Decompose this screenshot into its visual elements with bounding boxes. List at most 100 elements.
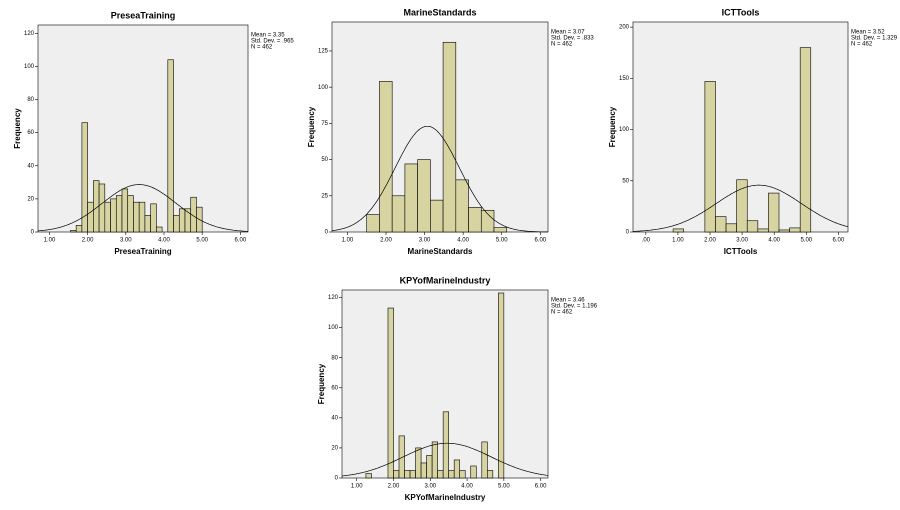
stat-label: N = 462 bbox=[851, 42, 873, 48]
stat-label: Std. Dev. = .965 bbox=[251, 39, 294, 45]
histogram-bar bbox=[715, 216, 727, 233]
histogram-bar bbox=[453, 459, 461, 479]
y-tick-label: 50 bbox=[321, 157, 328, 163]
y-tick-label: 125 bbox=[318, 49, 329, 55]
x-tick-label: 1.00 bbox=[672, 238, 684, 244]
histogram-bar bbox=[420, 462, 427, 479]
y-tick-label: 20 bbox=[331, 445, 338, 451]
histogram-bar bbox=[115, 195, 123, 233]
stat-label: Mean = 3.52 bbox=[851, 30, 885, 36]
histogram-bar bbox=[393, 470, 400, 479]
histogram-bar bbox=[799, 47, 812, 233]
y-tick-label: 120 bbox=[328, 295, 339, 301]
stat-label: N = 462 bbox=[551, 42, 573, 48]
histogram-bar bbox=[442, 41, 457, 233]
histogram-bar bbox=[778, 229, 790, 233]
y-axis-label: Frequency bbox=[317, 363, 326, 404]
x-tick-label: 2.00 bbox=[82, 238, 94, 244]
histogram-bar bbox=[789, 227, 801, 233]
x-tick-label: 4.00 bbox=[158, 238, 170, 244]
histogram-bar bbox=[426, 455, 433, 479]
normal-curve bbox=[341, 442, 549, 477]
normal-curve bbox=[37, 184, 249, 232]
x-tick-label: 6.00 bbox=[235, 238, 247, 244]
y-tick-label: 0 bbox=[626, 230, 630, 236]
histogram-bar bbox=[379, 81, 393, 233]
normal-curve bbox=[632, 184, 849, 232]
x-tick-label: 2.00 bbox=[388, 484, 400, 490]
y-tick-label: 0 bbox=[325, 230, 329, 236]
normal-curve bbox=[331, 125, 548, 233]
x-axis-label: MarineStandards bbox=[408, 247, 473, 256]
histogram-bar bbox=[398, 435, 405, 479]
histogram-bar bbox=[404, 470, 411, 479]
y-tick-label: 40 bbox=[331, 415, 338, 421]
histogram-bar bbox=[178, 208, 186, 233]
histogram-bar bbox=[144, 215, 151, 233]
x-tick-label: 4.00 bbox=[768, 238, 780, 244]
stat-label: N = 462 bbox=[251, 45, 273, 51]
histogram-bar bbox=[104, 201, 111, 233]
x-tick-label: 1.00 bbox=[342, 238, 354, 244]
x-axis-label: PreseaTraining bbox=[114, 247, 171, 256]
y-tick-label: 120 bbox=[24, 31, 35, 37]
histogram-bar bbox=[459, 470, 466, 479]
x-tick-label: 2.00 bbox=[704, 238, 716, 244]
histogram-bar bbox=[448, 470, 455, 479]
histogram-bar bbox=[409, 470, 416, 479]
histogram-bar bbox=[365, 473, 372, 479]
stat-label: N = 462 bbox=[551, 310, 573, 316]
histogram-bar bbox=[121, 188, 129, 233]
histogram-bar bbox=[98, 183, 106, 233]
x-tick-label: 2.00 bbox=[380, 238, 392, 244]
histogram-bar bbox=[387, 307, 394, 479]
x-tick-label: 3.00 bbox=[736, 238, 748, 244]
x-tick-label: .00 bbox=[642, 238, 651, 244]
x-tick-label: 5.00 bbox=[800, 238, 812, 244]
stat-label: Mean = 3.46 bbox=[551, 298, 585, 304]
histogram-bar bbox=[150, 203, 157, 233]
y-tick-label: 60 bbox=[331, 385, 338, 391]
y-tick-label: 80 bbox=[331, 355, 338, 361]
y-tick-label: 100 bbox=[318, 85, 329, 91]
x-tick-label: 1.00 bbox=[351, 484, 363, 490]
y-tick-label: 75 bbox=[321, 121, 328, 127]
x-tick-label: 6.00 bbox=[534, 238, 546, 244]
histogram-bar bbox=[470, 465, 477, 479]
histogram-bar bbox=[87, 201, 94, 233]
histogram-bar bbox=[736, 179, 748, 233]
y-tick-label: 0 bbox=[335, 476, 339, 482]
y-tick-label: 200 bbox=[619, 25, 630, 31]
y-tick-label: 100 bbox=[619, 127, 630, 133]
histogram-bar bbox=[481, 441, 488, 479]
x-tick-label: 5.00 bbox=[496, 238, 508, 244]
y-tick-label: 60 bbox=[27, 130, 34, 136]
y-axis-label: Frequency bbox=[13, 108, 22, 149]
histogram-bar bbox=[672, 228, 685, 233]
histogram-bar bbox=[704, 81, 716, 233]
histogram-bar bbox=[417, 159, 431, 233]
histogram-bar bbox=[431, 441, 438, 479]
histogram-bar bbox=[468, 207, 482, 233]
histogram-bar bbox=[70, 230, 77, 233]
histogram-bar bbox=[430, 199, 444, 233]
histogram-bar bbox=[133, 201, 140, 233]
x-tick-label: 1.00 bbox=[44, 238, 56, 244]
stat-label: Std. Dev. = .833 bbox=[551, 36, 594, 42]
y-tick-label: 100 bbox=[24, 64, 35, 70]
histogram-bar bbox=[167, 59, 174, 233]
y-tick-label: 100 bbox=[328, 325, 339, 331]
y-tick-label: 50 bbox=[622, 178, 629, 184]
x-tick-label: 5.00 bbox=[196, 238, 208, 244]
histogram-bar bbox=[75, 225, 83, 233]
plot-area bbox=[331, 21, 549, 233]
x-tick-label: 6.00 bbox=[833, 238, 845, 244]
histogram-bar bbox=[156, 226, 163, 233]
histogram-bar bbox=[768, 192, 780, 233]
histogram-bar bbox=[442, 411, 449, 479]
histogram-bar bbox=[437, 470, 444, 479]
x-tick-label: 4.00 bbox=[461, 484, 473, 490]
histogram-bar bbox=[173, 215, 180, 233]
y-tick-label: 25 bbox=[321, 193, 328, 199]
